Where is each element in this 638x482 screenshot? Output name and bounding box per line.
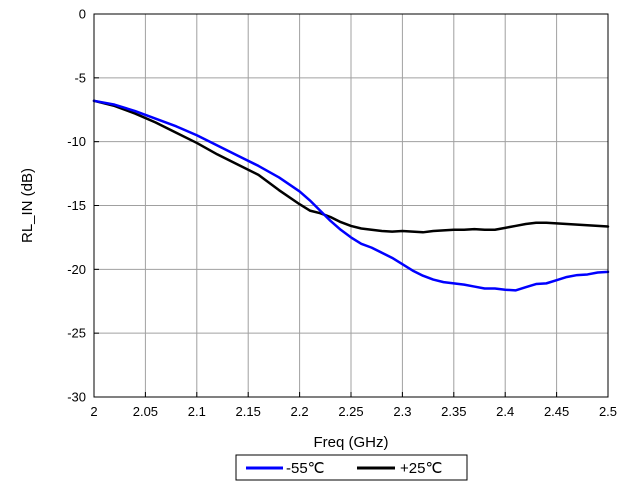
x-tick-label: 2.2	[291, 404, 309, 419]
y-tick-label: -25	[67, 326, 86, 341]
x-tick-label: 2.3	[393, 404, 411, 419]
series-line-55c	[92, 99, 610, 292]
y-tick-label: -15	[67, 198, 86, 213]
legend: -55℃ +25℃	[235, 454, 468, 481]
x-tick-label: 2.15	[236, 404, 261, 419]
x-tick-label: 2	[90, 404, 97, 419]
x-tick-label: 2.1	[188, 404, 206, 419]
x-tick-label: 2.5	[599, 404, 617, 419]
x-tick-label: 2.05	[133, 404, 158, 419]
y-tick-label: 0	[79, 7, 86, 22]
tick-labels: 2 2.05 2.1 2.15 2.2 2.25 2.3 2.35 2.4 2.45 2.5 0 -5 -…	[67, 7, 617, 420]
y-tick-label: -5	[74, 70, 86, 85]
series-layer	[92, 99, 610, 292]
y-axis-label: RL_IN (dB)	[19, 168, 36, 243]
x-tick-label: 2.25	[338, 404, 363, 419]
legend-label-55c: -55℃	[286, 460, 325, 477]
series-line-25c	[92, 99, 610, 234]
legend-label-25c: +25℃	[400, 460, 442, 477]
x-tick-label: 2.4	[496, 404, 514, 419]
x-tick-label: 2.35	[441, 404, 466, 419]
x-axis-label: Freq (GHz)	[314, 434, 389, 451]
y-tick-label: -30	[67, 390, 86, 405]
y-tick-label: -20	[67, 262, 86, 277]
y-tick-label: -10	[67, 134, 86, 149]
x-tick-label: 2.45	[544, 404, 569, 419]
